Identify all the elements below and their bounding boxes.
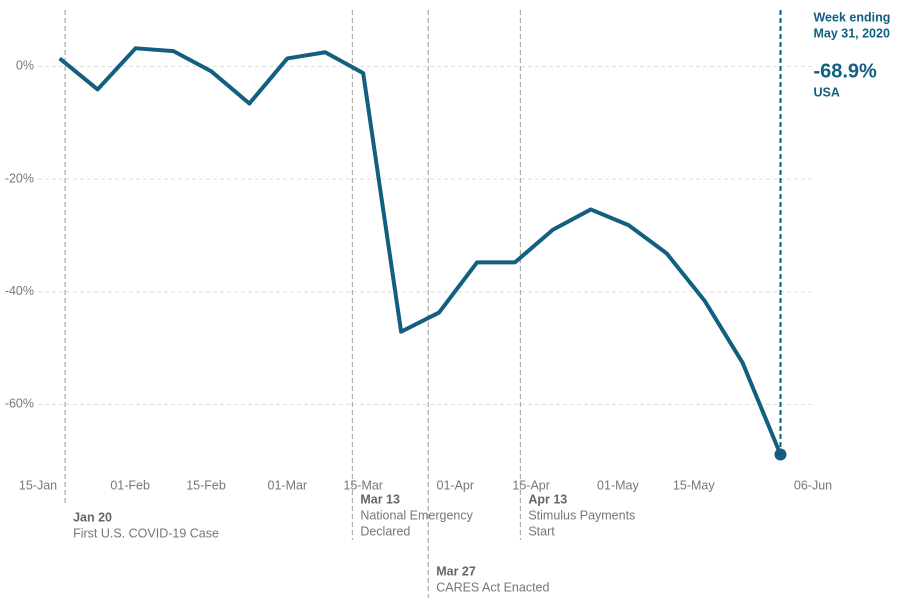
x-tick-label: 01-Feb [110,478,150,492]
event-text: Stimulus Payments [528,508,635,522]
x-tick-label: 15-Feb [186,478,226,492]
x-tick-label: 15-Mar [343,478,383,492]
event-text: CARES Act Enacted [436,580,549,594]
x-tick-label: 06-Jun [794,478,832,492]
end-note: Week ending [813,10,890,24]
event-date: Jan 20 [73,510,112,524]
y-tick-label: 0% [16,59,34,73]
event-text: National Emergency [360,508,473,522]
end-value-label: -68.9% [813,60,877,82]
event-date: Mar 27 [436,564,476,578]
end-note: May 31, 2020 [813,26,889,40]
series-name: USA [813,85,839,99]
x-tick-label: 01-Mar [268,478,308,492]
x-tick-label: 01-May [597,478,639,492]
event-text: First U.S. COVID-19 Case [73,526,219,540]
x-tick-label: 15-Jan [19,478,57,492]
event-text: Start [528,524,555,538]
event-date: Mar 13 [360,492,400,506]
line-series [58,46,783,456]
y-tick-label: -20% [5,171,34,185]
y-tick-label: -60% [5,397,34,411]
event-date: Apr 13 [528,492,567,506]
x-tick-label: 15-Apr [512,478,550,492]
end-point [774,448,787,461]
x-tick-label: 01-Apr [437,478,475,492]
event-text: Declared [360,524,410,538]
y-tick-label: -40% [5,284,34,298]
x-tick-label: 15-May [673,478,715,492]
